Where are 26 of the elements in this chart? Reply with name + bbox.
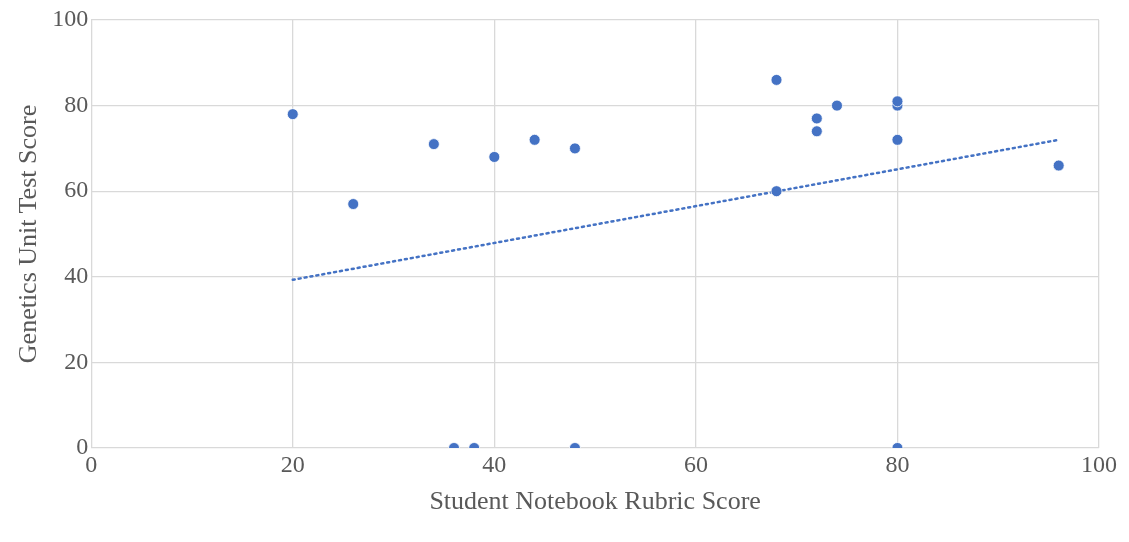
x-tick-label: 60 [683, 450, 708, 477]
x-tick-label: 80 [885, 450, 910, 477]
point [770, 74, 783, 86]
point [891, 133, 904, 146]
y-axis-title: Genetics Unit Test Score [13, 104, 43, 364]
point [488, 151, 501, 163]
y-tick-label: 40 [64, 262, 89, 289]
x-tick-label: 40 [482, 450, 507, 477]
point [569, 142, 581, 155]
point [891, 95, 904, 108]
y-tick-label: 60 [64, 176, 89, 203]
point [427, 138, 440, 151]
point [1052, 159, 1065, 172]
x-tick-label: 20 [280, 450, 305, 477]
y-tick-label: 100 [52, 5, 89, 32]
y-tick-label: 20 [64, 347, 89, 374]
y-tick-label: 80 [64, 90, 89, 117]
point [810, 112, 823, 125]
x-tick-label: 100 [1081, 450, 1117, 477]
x-axis-title: Student Notebook Rubric Score [429, 486, 761, 516]
point [831, 99, 843, 112]
point [770, 185, 783, 198]
point [810, 125, 823, 138]
point [347, 198, 360, 210]
point [286, 108, 299, 121]
point [528, 133, 541, 146]
